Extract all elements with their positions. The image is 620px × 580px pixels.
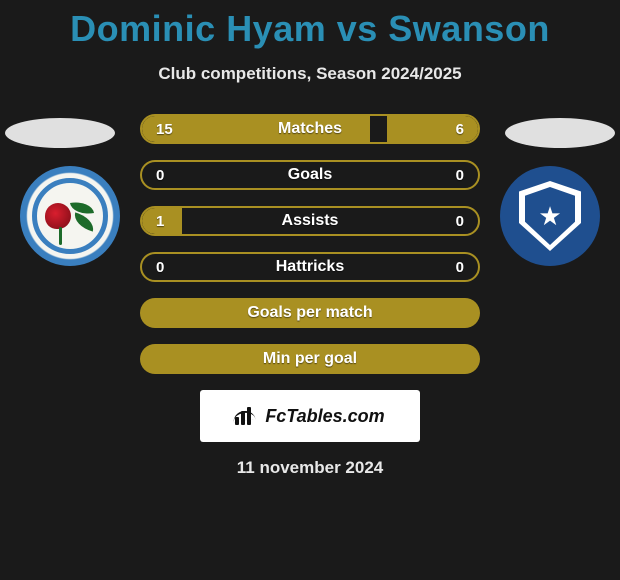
- stat-label: Hattricks: [142, 258, 478, 276]
- stats-column: 15 Matches 6 0 Goals 0 1 Assists 0 0 Hat…: [140, 114, 480, 478]
- stat-label: Assists: [142, 212, 478, 230]
- stat-label: Matches: [142, 120, 478, 138]
- blackburn-rose-icon: [32, 178, 108, 254]
- stat-row-hattricks: 0 Hattricks 0: [140, 252, 480, 282]
- watermark: FcTables.com: [200, 390, 420, 442]
- stat-row-assists: 1 Assists 0: [140, 206, 480, 236]
- page-subtitle: Club competitions, Season 2024/2025: [0, 64, 620, 84]
- stat-right-value: 0: [456, 213, 464, 230]
- fctables-logo-icon: [235, 407, 259, 425]
- club-badge-right: ★: [500, 166, 600, 266]
- stat-row-goals: 0 Goals 0: [140, 160, 480, 190]
- club-badge-left: [20, 166, 120, 266]
- stat-row-goals-per-match: Goals per match: [140, 298, 480, 328]
- player-avatar-right: [505, 118, 615, 148]
- stat-row-matches: 15 Matches 6: [140, 114, 480, 144]
- player-avatar-left: [5, 118, 115, 148]
- star-icon: ★: [538, 201, 561, 232]
- stat-label: Goals: [142, 166, 478, 184]
- stat-label: Min per goal: [263, 350, 357, 368]
- portsmouth-shield-icon: ★: [519, 181, 581, 251]
- stat-right-value: 6: [456, 121, 464, 138]
- watermark-text: FcTables.com: [265, 406, 384, 427]
- stat-row-min-per-goal: Min per goal: [140, 344, 480, 374]
- stat-right-value: 0: [456, 259, 464, 276]
- footer-date: 11 november 2024: [140, 458, 480, 478]
- stat-right-value: 0: [456, 167, 464, 184]
- page-title: Dominic Hyam vs Swanson: [0, 0, 620, 50]
- stat-label: Goals per match: [247, 304, 372, 322]
